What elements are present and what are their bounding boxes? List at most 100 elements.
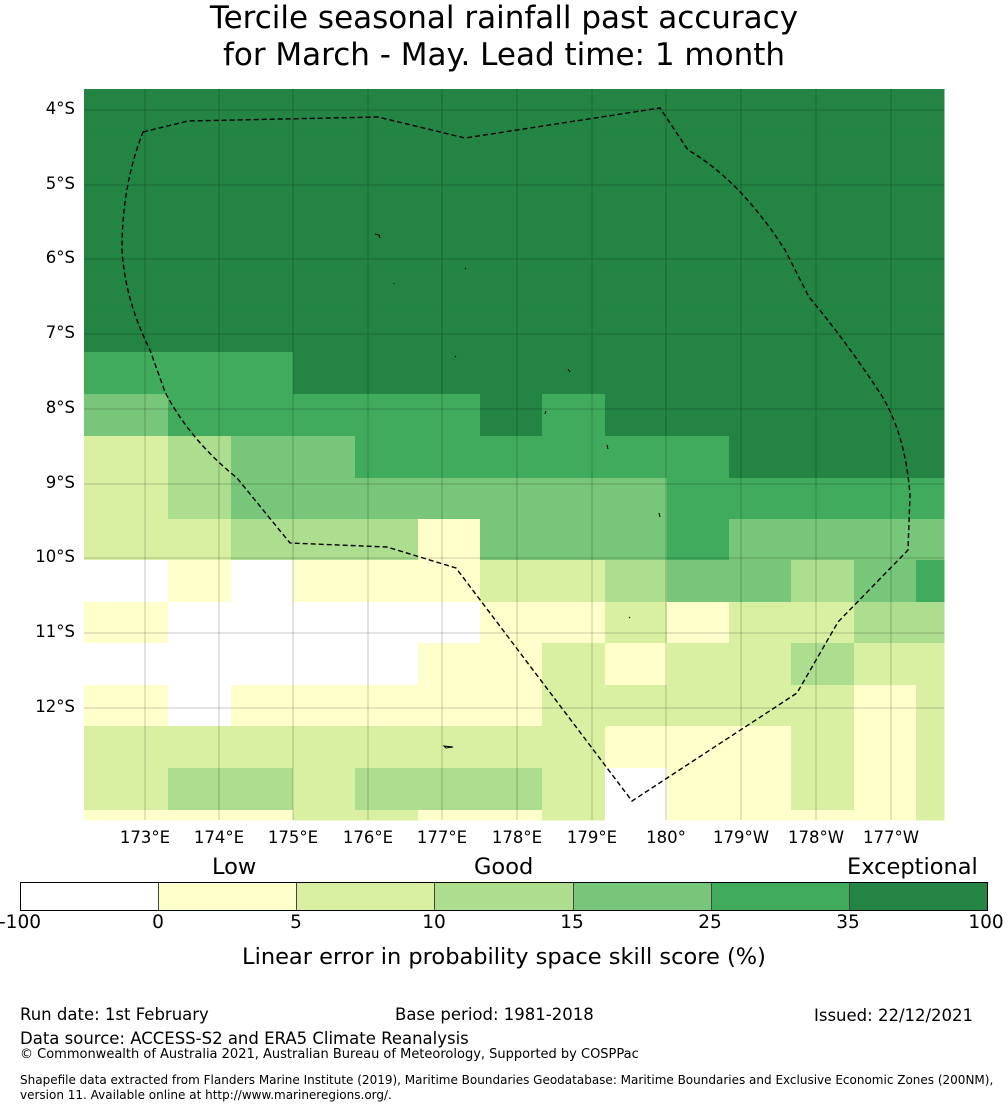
- colorbar-tick-label: 10: [422, 912, 446, 933]
- grid-cell: [480, 394, 543, 437]
- grid-cell: [542, 643, 606, 686]
- grid-cell: [231, 560, 294, 603]
- grid-cell: [231, 519, 294, 561]
- grid-cell: [605, 308, 668, 353]
- grid-cell: [667, 810, 730, 821]
- colorbar-tick-label: 25: [698, 912, 722, 933]
- colorbar-tick-label: 15: [560, 912, 584, 933]
- grid-cell: [916, 264, 945, 309]
- grid-cell: [231, 220, 294, 265]
- grid-cell: [480, 264, 543, 309]
- grid-cell: [418, 478, 481, 520]
- grid-cell: [293, 560, 356, 603]
- grid-cell: [84, 768, 169, 811]
- grid-cell: [418, 602, 481, 644]
- grid-cell: [84, 602, 169, 644]
- island: [628, 616, 631, 619]
- grid-cell: [916, 602, 945, 644]
- skill-score-map: [84, 89, 945, 821]
- grid-cell: [791, 768, 855, 811]
- colorbar-segment: [849, 883, 987, 910]
- grid-cell: [84, 436, 169, 479]
- grid-cell: [542, 352, 606, 395]
- grid-cell: [605, 643, 668, 686]
- grid-cell: [293, 519, 356, 561]
- grid-cell: [355, 176, 419, 221]
- colorbar-segment: [21, 883, 160, 910]
- grid-cell: [355, 560, 419, 603]
- grid-cell: [355, 768, 419, 811]
- map-title-line-2: for March - May. Lead time: 1 month: [222, 37, 786, 73]
- grid-cell: [84, 394, 169, 437]
- grid-cell: [667, 308, 730, 353]
- grid-cell: [231, 89, 294, 134]
- issued-date: Issued: 22/12/2021: [814, 1006, 974, 1025]
- shapefile-credit-line-2: version 11. Available online at http://w…: [20, 1088, 392, 1102]
- grid-cell: [168, 768, 232, 811]
- grid-cell: [231, 394, 294, 437]
- grid-cell: [667, 220, 730, 265]
- island: [567, 368, 571, 373]
- grid-cell: [542, 768, 606, 811]
- grid-cell: [355, 685, 419, 727]
- grid-cell: [418, 220, 481, 265]
- grid-cell: [854, 308, 917, 353]
- latitude-label: 7°S: [45, 323, 75, 342]
- latitude-label: 6°S: [45, 248, 75, 267]
- grid-cell: [418, 352, 481, 395]
- latitude-label: 10°S: [35, 547, 75, 566]
- grid-cell: [605, 560, 668, 603]
- grid-cell: [667, 132, 730, 178]
- grid-cell: [542, 685, 606, 727]
- category-label-exceptional: Exceptional: [847, 854, 978, 880]
- latitude-label: 4°S: [45, 99, 75, 118]
- grid-cell: [667, 394, 730, 437]
- grid-cell: [729, 726, 792, 769]
- grid-cell: [854, 602, 917, 644]
- grid-cell: [168, 352, 232, 395]
- data-source: Data source: ACCESS-S2 and ERA5 Climate …: [20, 1029, 469, 1048]
- grid-cell: [729, 768, 792, 811]
- grid-cell: [231, 768, 294, 811]
- grid-cell: [854, 685, 917, 727]
- grid-cell: [418, 519, 481, 561]
- grid-cell: [418, 810, 481, 821]
- grid-cell: [480, 132, 543, 178]
- grid-cell: [168, 726, 232, 769]
- grid-cell: [667, 768, 730, 811]
- grid-cell: [542, 176, 606, 221]
- grid-cell: [231, 308, 294, 353]
- grid-cell: [293, 436, 356, 479]
- grid-cell: [542, 220, 606, 265]
- grid-cell: [667, 89, 730, 134]
- grid-cell: [854, 726, 917, 769]
- longitude-label: 177°E: [416, 828, 468, 847]
- grid-cell: [168, 602, 232, 644]
- grid-cell: [355, 726, 419, 769]
- grid-cell: [542, 89, 606, 134]
- grid-cell: [84, 685, 169, 727]
- grid-cell: [916, 643, 945, 686]
- grid-cell: [854, 768, 917, 811]
- longitude-label: 177°W: [862, 828, 920, 847]
- grid-cell: [542, 478, 606, 520]
- island: [464, 267, 467, 270]
- grid-cell: [605, 602, 668, 644]
- grid-cell: [729, 264, 792, 309]
- grid-cell: [168, 519, 232, 561]
- grid-cell: [231, 810, 294, 821]
- colorbar-tick-label: 35: [836, 912, 860, 933]
- latitude-label: 5°S: [45, 174, 75, 193]
- grid-cell: [916, 220, 945, 265]
- longitude-label: 180°: [646, 828, 686, 847]
- grid-cell: [168, 394, 232, 437]
- grid-cell: [84, 478, 169, 520]
- grid-cell: [791, 436, 855, 479]
- latitude-label: 12°S: [35, 697, 75, 716]
- grid-cell: [231, 643, 294, 686]
- grid-cell: [729, 394, 792, 437]
- grid-cell: [293, 132, 356, 178]
- grid-cell: [84, 220, 169, 265]
- grid-cell: [729, 176, 792, 221]
- base-period: Base period: 1981-2018: [395, 1005, 594, 1024]
